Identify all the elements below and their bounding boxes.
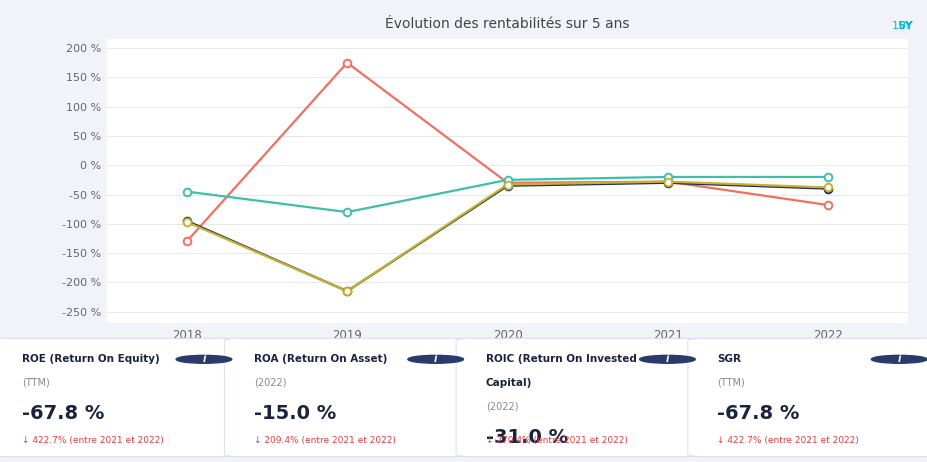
Legend: ROE (Return On Equity), ROA (Return On Asset), ROIC (Return On Invested Capital): ROE (Return On Equity), ROA (Return On A… — [217, 362, 798, 381]
Text: (2022): (2022) — [486, 401, 518, 412]
Text: i: i — [666, 354, 669, 365]
Text: ROA (Return On Asset): ROA (Return On Asset) — [254, 354, 387, 364]
Circle shape — [871, 355, 927, 363]
Text: 10Y: 10Y — [871, 21, 913, 31]
Text: (2022): (2022) — [254, 378, 286, 388]
Text: SGR: SGR — [717, 354, 742, 364]
Circle shape — [176, 355, 232, 363]
Text: -67.8 %: -67.8 % — [717, 404, 800, 423]
Text: ROIC (Return On Invested: ROIC (Return On Invested — [486, 354, 637, 364]
Text: ↓ 270.4% (entre 2021 et 2022): ↓ 270.4% (entre 2021 et 2022) — [486, 436, 628, 444]
Text: i: i — [897, 354, 901, 365]
FancyBboxPatch shape — [224, 338, 471, 457]
Text: ↓ 422.7% (entre 2021 et 2022): ↓ 422.7% (entre 2021 et 2022) — [22, 436, 164, 444]
Text: i: i — [202, 354, 206, 365]
Circle shape — [640, 355, 695, 363]
Circle shape — [408, 355, 464, 363]
Text: -67.8 %: -67.8 % — [22, 404, 105, 423]
Text: 5Y: 5Y — [897, 21, 913, 31]
Text: (TTM): (TTM) — [717, 378, 745, 388]
Title: Évolution des rentabilités sur 5 ans: Évolution des rentabilités sur 5 ans — [386, 17, 629, 31]
FancyBboxPatch shape — [456, 338, 703, 457]
Text: ↓ 209.4% (entre 2021 et 2022): ↓ 209.4% (entre 2021 et 2022) — [254, 436, 396, 444]
Text: (TTM): (TTM) — [22, 378, 50, 388]
Text: ROE (Return On Equity): ROE (Return On Equity) — [22, 354, 160, 364]
Text: ↓ 422.7% (entre 2021 et 2022): ↓ 422.7% (entre 2021 et 2022) — [717, 436, 859, 444]
FancyBboxPatch shape — [688, 338, 927, 457]
Text: i: i — [434, 354, 438, 365]
Text: Capital): Capital) — [486, 378, 532, 388]
Text: -31.0 %: -31.0 % — [486, 428, 568, 447]
FancyBboxPatch shape — [0, 338, 239, 457]
Text: -15.0 %: -15.0 % — [254, 404, 337, 423]
